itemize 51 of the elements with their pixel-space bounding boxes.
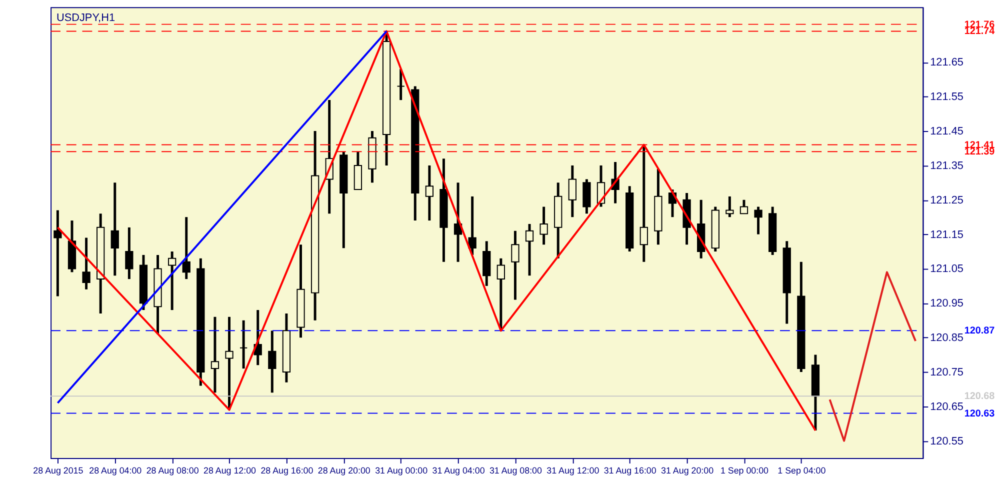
- candlestick: [125, 226, 134, 280]
- ref-line-label: 121.74: [964, 26, 996, 38]
- y-tick-label: 120.85: [930, 332, 964, 344]
- candlestick: [468, 195, 476, 256]
- candlestick: [182, 216, 190, 280]
- candlestick: [640, 144, 648, 264]
- candlestick: [726, 195, 734, 218]
- line-series: [828, 271, 917, 442]
- candlestick: [396, 68, 405, 102]
- x-tick-label: 31 Aug 16:00: [604, 465, 656, 476]
- x-tick-label: 31 Aug 00:00: [375, 465, 428, 476]
- candlestick: [239, 319, 248, 370]
- y-tick-label: 121.05: [930, 263, 964, 276]
- candlestick: [425, 164, 434, 222]
- candlestick: [511, 230, 520, 301]
- y-tick-label: 121.35: [930, 160, 964, 172]
- y-tick-label: 120.75: [930, 366, 964, 378]
- candlestick: [740, 198, 748, 215]
- x-tick-label: 31 Aug 08:00: [489, 465, 542, 476]
- y-tick-label: 121.65: [930, 56, 964, 69]
- y-tick-label: 121.15: [930, 228, 964, 241]
- candlestick: [568, 164, 576, 218]
- y-tick-label: 120.55: [930, 435, 964, 448]
- y-tick-label: 121.25: [930, 194, 964, 206]
- x-tick-label: 31 Aug 04:00: [432, 465, 485, 476]
- candlestick: [82, 236, 90, 291]
- x-tick-label: 28 Aug 2015: [33, 465, 84, 476]
- y-tick-label: 121.55: [930, 91, 964, 104]
- candlestick: [540, 206, 548, 246]
- candlestick: [525, 222, 534, 277]
- x-tick-label: 28 Aug 08:00: [146, 465, 199, 476]
- x-tick-label: 28 Aug 04:00: [89, 465, 142, 476]
- y-tick-label: 120.95: [930, 298, 964, 310]
- x-tick-label: 28 Aug 16:00: [260, 465, 314, 476]
- ref-line-label: 120.63: [964, 408, 996, 420]
- candlestick: [754, 206, 762, 236]
- candlestick: [210, 316, 220, 394]
- x-tick-label: 28 Aug 12:00: [204, 465, 256, 476]
- x-tick-label: 31 Aug 12:00: [546, 465, 600, 476]
- chart-title: USDJPY,H1: [56, 12, 116, 24]
- y-tick-label: 120.65: [930, 400, 964, 413]
- ref-line-label: 120.87: [964, 326, 996, 337]
- x-tick-label: 31 Aug 20:00: [661, 465, 714, 476]
- x-tick-label: 1 Sep 04:00: [778, 465, 826, 476]
- x-tick-label: 1 Sep 00:00: [720, 465, 769, 476]
- x-tick-label: 28 Aug 20:00: [318, 465, 370, 476]
- candlestick: [110, 181, 119, 277]
- candlestick: [168, 250, 176, 312]
- candlestick: [54, 208, 62, 298]
- candlestick: [268, 329, 276, 394]
- y-tick-label: 121.45: [930, 125, 964, 138]
